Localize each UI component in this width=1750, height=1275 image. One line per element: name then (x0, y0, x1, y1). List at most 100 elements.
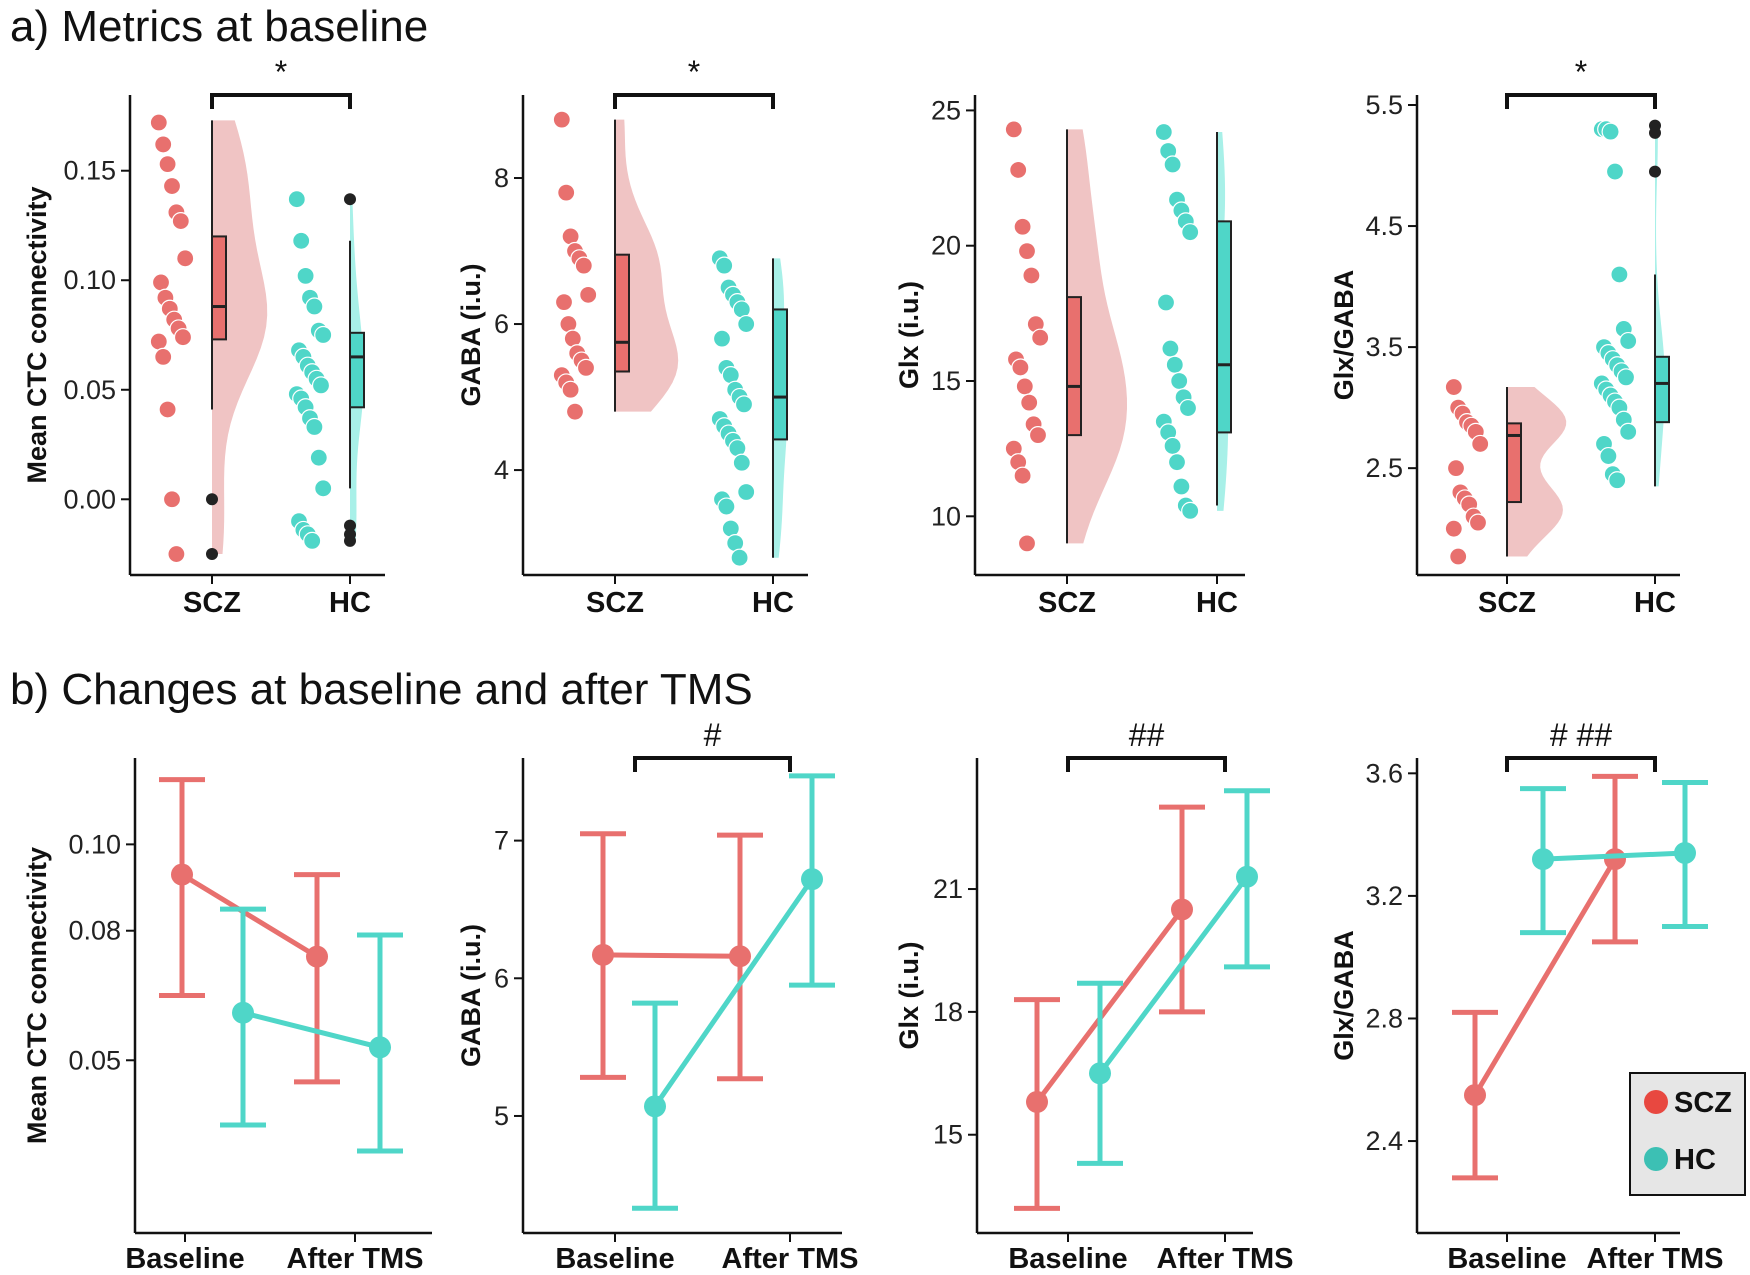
y-axis-title: Glx (i.u.) (894, 281, 924, 389)
data-point-scz (1022, 266, 1041, 285)
data-point-hc (292, 231, 311, 250)
data-point-hc (287, 190, 306, 209)
data-point-hc (1167, 453, 1187, 472)
data-point-hc (730, 548, 749, 567)
data-point-scz (557, 183, 576, 202)
y-tick-label: 0.10 (63, 265, 116, 295)
significance-bracket (1505, 93, 1657, 109)
mean-point-hc (1089, 1062, 1111, 1085)
panel-a2: 4 6 8 SCZ HC GABA (i.u.) * (456, 54, 808, 619)
y-axis-title: Glx (i.u.) (894, 942, 924, 1050)
data-point-hc (1601, 122, 1620, 141)
x-category-label: SCZ (1038, 587, 1096, 619)
data-point-hc (309, 448, 328, 467)
mean-point-scz (306, 945, 328, 968)
y-tick-label: 15 (931, 366, 961, 396)
y-tick-label: 2.8 (1365, 1003, 1403, 1033)
y-tick-label: 0.05 (63, 375, 116, 405)
series-line-scz (1472, 857, 1618, 1097)
data-point-scz (176, 249, 195, 268)
mean-point-scz (729, 945, 751, 968)
data-point-scz (154, 347, 173, 367)
data-point-scz (154, 135, 173, 154)
y-tick-label: 0.00 (63, 484, 116, 514)
y-tick-label: 21 (933, 874, 963, 904)
y-tick-label: 18 (933, 997, 963, 1027)
y-axis-title: GABA (i.u.) (456, 264, 486, 407)
significance-bracket (613, 93, 775, 109)
mean-point-scz (1026, 1090, 1048, 1113)
data-point-scz (565, 402, 585, 421)
data-point-hc (1619, 422, 1638, 441)
data-point-hc (311, 376, 331, 395)
violin-scz (1067, 129, 1127, 544)
y-axis-title: Glx/GABA (1329, 930, 1359, 1061)
data-point-scz (561, 380, 580, 399)
data-point-scz (1444, 519, 1463, 538)
outlier-point (344, 534, 356, 547)
y-axis-title: Glx/GABA (1329, 270, 1359, 401)
data-point-hc (1165, 355, 1184, 374)
series-line-hc (1097, 875, 1250, 1075)
data-point-scz (576, 358, 596, 377)
box-hc (1654, 355, 1670, 424)
x-category-label: HC (752, 587, 794, 619)
violin-scz (212, 120, 268, 555)
significance-label: # (704, 717, 722, 753)
significance-bracket (210, 93, 352, 109)
data-point-hc (305, 297, 324, 316)
y-tick-label: 3.2 (1365, 881, 1403, 911)
data-point-hc (1616, 368, 1636, 387)
significance-bracket (1066, 756, 1227, 772)
data-point-hc (1605, 162, 1625, 181)
x-category-label: After TMS (1587, 1243, 1724, 1275)
data-point-scz (1015, 377, 1034, 396)
mean-point-scz (1604, 848, 1626, 871)
significance-bracket (633, 756, 792, 772)
y-tick-label: 10 (931, 501, 961, 531)
data-point-hc (303, 531, 322, 551)
x-category-label: Baseline (1008, 1243, 1127, 1275)
y-tick-label: 4 (494, 455, 509, 485)
y-axis-title: Mean CTC connectivity (22, 847, 52, 1144)
data-point-hc (1610, 265, 1629, 284)
panel-a3: 10 15 20 25 SCZ HC Glx (i.u.) (894, 95, 1245, 619)
data-point-scz (162, 490, 182, 509)
series-line-hc (242, 1010, 381, 1050)
mean-point-scz (171, 863, 193, 886)
data-point-scz (162, 176, 182, 196)
outlier-point (1649, 165, 1661, 178)
data-point-scz (1009, 160, 1028, 180)
significance-label: # ## (1550, 717, 1612, 753)
y-axis-title: GABA (i.u.) (456, 924, 486, 1067)
series-line-hc (1542, 850, 1686, 862)
data-point-scz (579, 285, 598, 304)
data-point-hc (1161, 339, 1180, 358)
data-point-hc (1172, 477, 1191, 496)
box-hc (772, 308, 788, 441)
outlier-point (206, 548, 218, 561)
panel-b1: 0.05 0.08 0.10 Baseline After TMS Mean CTC co… (22, 758, 432, 1275)
data-point-scz (552, 110, 571, 129)
data-point-hc (1154, 122, 1173, 142)
y-tick-label: 7 (494, 826, 509, 856)
x-category-label: SCZ (1478, 587, 1536, 619)
data-point-hc (737, 482, 756, 502)
data-point-scz (1013, 217, 1032, 236)
box-scz (1506, 422, 1522, 504)
outlier-point (344, 519, 356, 532)
x-category-label: Baseline (125, 1243, 244, 1275)
significance-label: * (275, 54, 287, 90)
data-point-hc (717, 497, 736, 516)
y-tick-label: 0.15 (63, 156, 116, 186)
mean-point-hc (801, 868, 823, 891)
data-point-scz (149, 113, 168, 132)
x-category-label: After TMS (287, 1243, 424, 1275)
data-point-scz (151, 273, 171, 292)
significance-label: * (688, 54, 700, 90)
y-tick-label: 6 (494, 309, 509, 339)
data-point-hc (1608, 471, 1627, 490)
violin-hc (1655, 129, 1665, 487)
x-category-label: HC (1634, 587, 1676, 619)
